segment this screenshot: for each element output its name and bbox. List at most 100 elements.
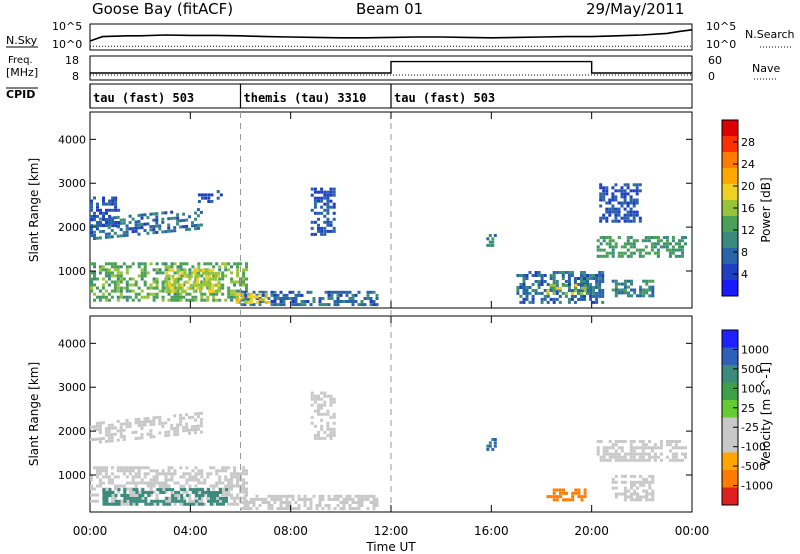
heat-cell xyxy=(291,494,295,498)
heat-cell xyxy=(179,268,183,272)
heat-cell xyxy=(602,248,606,252)
heat-cell xyxy=(258,303,262,307)
heat-cell xyxy=(342,300,346,303)
heat-cell xyxy=(629,251,633,255)
heat-cell xyxy=(674,254,678,258)
heat-cell xyxy=(644,458,648,462)
freq-line xyxy=(90,60,692,74)
heat-cell xyxy=(240,290,244,294)
heat-cell xyxy=(119,280,123,284)
heat-cell xyxy=(326,394,330,398)
heat-cell xyxy=(209,466,213,470)
heat-cell xyxy=(345,501,349,504)
heat-cell xyxy=(93,428,96,432)
heat-cell xyxy=(605,458,609,462)
heat-cell xyxy=(639,474,643,478)
heat-cell xyxy=(195,268,199,272)
heat-cell xyxy=(119,228,123,232)
heat-cell xyxy=(203,292,207,296)
heat-cell xyxy=(323,226,327,230)
heat-cell xyxy=(137,481,141,485)
heat-cell xyxy=(110,280,114,284)
heat-cell xyxy=(164,434,168,438)
heat-cell xyxy=(629,443,633,447)
heat-cell xyxy=(630,495,633,499)
heat-cell xyxy=(200,295,204,299)
heat-cell xyxy=(525,291,529,295)
heat-cell xyxy=(179,475,183,479)
heat-cell xyxy=(326,211,330,215)
heat-cell xyxy=(488,240,492,244)
heat-cell xyxy=(161,424,165,428)
heat-cell xyxy=(131,478,135,482)
heat-cell xyxy=(564,271,568,274)
heat-cell xyxy=(255,494,259,498)
heat-cell xyxy=(552,300,556,304)
heat-cell xyxy=(113,426,117,430)
heat-cell xyxy=(642,279,646,283)
heat-cell xyxy=(620,455,624,459)
heat-cell xyxy=(623,219,627,223)
heat-cell xyxy=(602,239,606,243)
heat-cell xyxy=(102,224,105,228)
heat-cell xyxy=(644,236,648,239)
heat-cell xyxy=(632,183,636,187)
heat-cell xyxy=(665,248,669,252)
heat-cell xyxy=(96,208,99,212)
heat-cell xyxy=(211,290,215,293)
heat-cell xyxy=(635,452,639,456)
heat-cell xyxy=(261,293,265,297)
heat-cell xyxy=(326,196,330,200)
heat-cell xyxy=(119,277,123,281)
heat-cell xyxy=(131,502,135,506)
heat-cell xyxy=(236,481,240,485)
heat-cell xyxy=(230,496,234,500)
heat-cell xyxy=(146,472,150,476)
noise-left-label: N.Sky xyxy=(6,34,38,47)
heat-cell xyxy=(240,303,244,307)
heat-cell xyxy=(525,286,529,289)
heat-cell xyxy=(336,290,340,294)
heat-cell xyxy=(104,298,108,302)
heat-cell xyxy=(104,469,108,473)
heat-cell xyxy=(632,216,636,220)
heat-cell xyxy=(491,237,495,241)
heat-cell xyxy=(540,297,544,301)
heat-cell xyxy=(611,204,615,208)
heat-cell xyxy=(253,295,256,299)
heat-cell xyxy=(96,484,99,488)
heat-cell xyxy=(623,282,627,286)
heat-cell xyxy=(153,499,157,503)
heat-cell xyxy=(309,303,313,307)
heat-cell xyxy=(152,268,156,272)
heat-cell xyxy=(191,478,195,482)
heat-cell xyxy=(98,271,102,275)
heat-cell xyxy=(146,466,150,470)
heat-cell xyxy=(522,286,526,289)
heat-cell xyxy=(203,478,207,482)
heat-cell xyxy=(326,223,330,227)
colorbar-tick-label: -1000 xyxy=(741,480,773,493)
heat-cell xyxy=(276,494,280,498)
heat-cell xyxy=(102,211,105,215)
heat-cell xyxy=(611,219,615,223)
cpid-segment-label: tau (fast) 503 xyxy=(394,91,495,105)
heat-cell xyxy=(650,248,654,252)
heat-cell xyxy=(122,502,126,506)
heat-cell xyxy=(303,303,307,307)
heat-cell xyxy=(202,268,205,272)
heat-cell xyxy=(116,475,120,479)
heat-cell xyxy=(122,286,126,290)
heat-cell xyxy=(189,502,193,506)
heat-cell xyxy=(102,196,105,200)
heat-cell xyxy=(116,234,120,238)
heat-cell xyxy=(633,291,637,295)
heat-cell xyxy=(185,490,189,494)
heat-cell xyxy=(101,437,105,440)
heat-cell xyxy=(282,494,286,498)
heat-cell xyxy=(336,497,340,501)
heat-cell xyxy=(105,221,108,224)
heat-cell xyxy=(285,293,289,297)
heat-cell xyxy=(601,277,605,280)
